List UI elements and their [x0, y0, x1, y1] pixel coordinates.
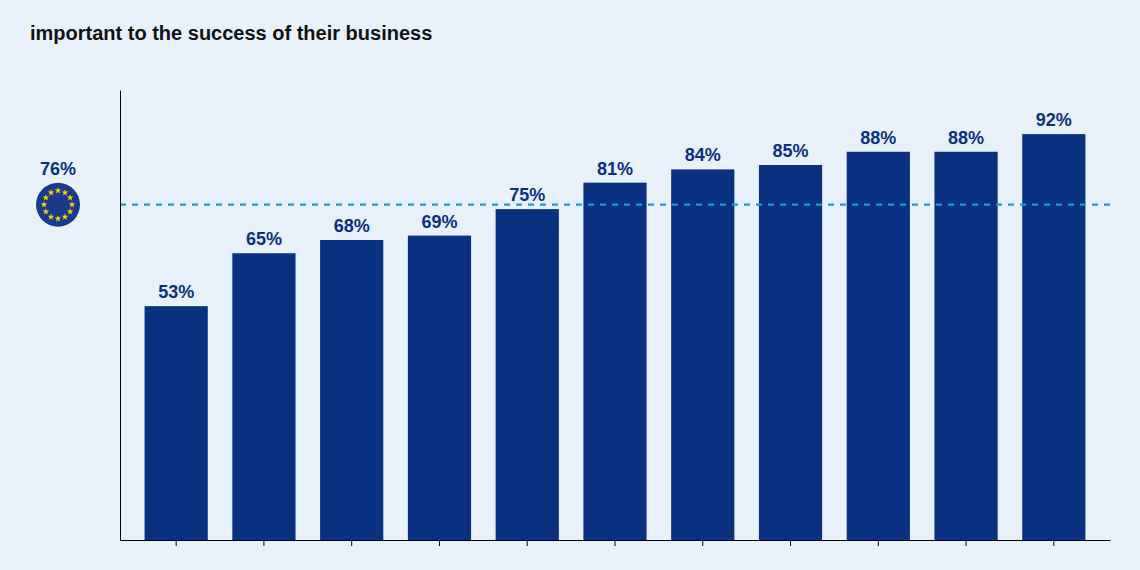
x-axis: [121, 540, 1111, 546]
bar: [320, 240, 383, 540]
eu-star: [48, 213, 55, 219]
data-label: 65%: [246, 229, 282, 249]
eu-star: [55, 187, 62, 193]
x-tick: [1053, 540, 1054, 546]
bar: [759, 165, 822, 540]
reference-line: [120, 204, 1110, 206]
x-tick: [527, 540, 528, 546]
bar: [145, 306, 208, 540]
y-axis: [120, 91, 121, 541]
x-tick-mark: [966, 540, 967, 546]
eu-star: [41, 201, 48, 207]
x-tick-mark: [702, 540, 703, 546]
bars: [120, 134, 1110, 540]
reference-label: 76%: [40, 159, 76, 179]
title: important to the success of their busine…: [30, 22, 432, 44]
bar: [232, 253, 295, 540]
data-label: 92%: [1036, 110, 1072, 130]
data-label: 75%: [509, 185, 545, 205]
x-tick: [615, 540, 616, 546]
x-tick: [878, 540, 879, 546]
data-label: 81%: [597, 159, 633, 179]
y-axis-line: [120, 91, 121, 541]
chart: important to the success of their busine…: [0, 0, 1140, 570]
bar: [1022, 134, 1085, 540]
x-tick-mark: [790, 540, 791, 546]
eu-star: [62, 213, 69, 219]
eu-star: [48, 189, 55, 195]
x-tick-mark: [176, 540, 177, 546]
data-labels: 53% 65% 68% 69% 75% 81% 84% 85% 88% 88% 92%: [158, 110, 1072, 302]
x-tick-mark: [351, 540, 352, 546]
x-tick: [176, 540, 177, 546]
eu-star: [62, 189, 69, 195]
x-tick-mark: [1053, 540, 1054, 546]
bar: [671, 169, 734, 540]
background: [0, 0, 1140, 570]
eu-star: [67, 208, 74, 214]
x-tick: [351, 540, 352, 546]
x-tick: [263, 540, 264, 546]
x-tick: [702, 540, 703, 546]
data-label: 68%: [334, 216, 370, 236]
x-tick: [966, 540, 967, 546]
eu-star: [43, 208, 50, 214]
data-label: 88%: [860, 128, 896, 148]
x-tick-mark: [878, 540, 879, 546]
x-tick: [439, 540, 440, 546]
bar: [583, 183, 646, 540]
eu-star: [69, 201, 76, 207]
bar: [496, 209, 559, 540]
x-tick-mark: [527, 540, 528, 546]
data-label: 53%: [158, 282, 194, 302]
eu-star: [55, 215, 62, 221]
x-tick: [790, 540, 791, 546]
eu-circle: [36, 183, 80, 227]
eu-badge: [36, 183, 80, 227]
data-label: 88%: [948, 128, 984, 148]
data-label: 69%: [421, 212, 457, 232]
x-tick-mark: [263, 540, 264, 546]
eu-star: [67, 194, 74, 200]
bar: [847, 152, 910, 540]
bar: [934, 152, 997, 540]
eu-star: [43, 194, 50, 200]
plot: 53% 65% 68% 69% 75% 81% 84% 85% 88% 88% 92% 76%: [36, 91, 1111, 547]
x-tick-mark: [615, 540, 616, 546]
x-tick-mark: [439, 540, 440, 546]
bar: [408, 236, 471, 540]
data-label: 84%: [685, 145, 721, 165]
data-label: 85%: [773, 141, 809, 161]
